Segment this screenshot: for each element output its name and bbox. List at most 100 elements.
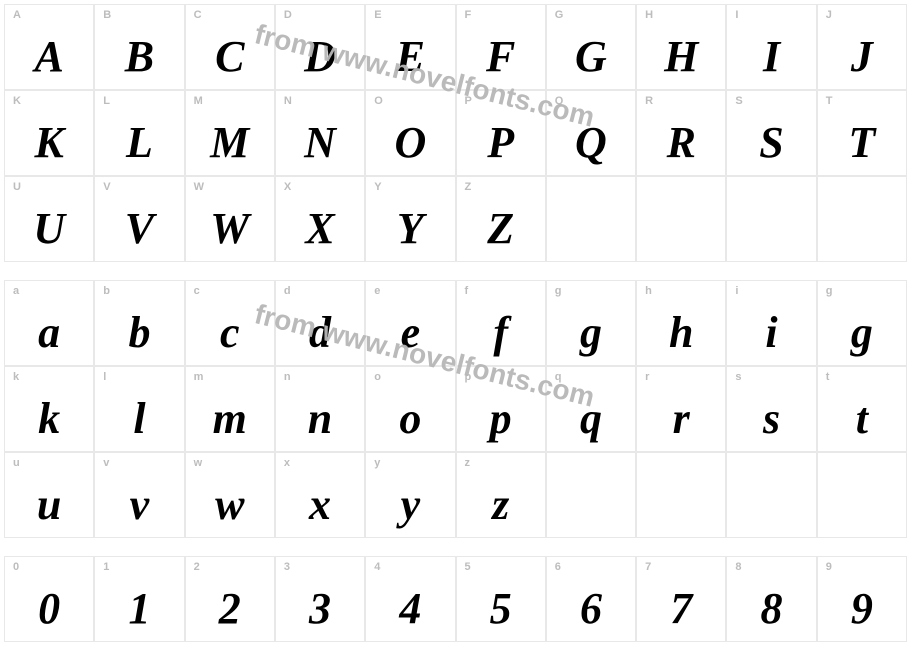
cell-glyph: p	[457, 397, 545, 441]
cell-glyph: E	[366, 35, 454, 79]
cell-label: 9	[826, 561, 832, 573]
cell-glyph: Y	[366, 207, 454, 251]
cell-label: l	[103, 371, 106, 383]
cell-glyph: Q	[547, 121, 635, 165]
glyph-cell	[546, 452, 636, 538]
cell-glyph: 8	[727, 587, 815, 631]
cell-glyph: N	[276, 121, 364, 165]
cell-glyph: x	[276, 483, 364, 527]
cell-glyph: A	[5, 35, 93, 79]
cell-label: i	[735, 285, 738, 297]
glyph-cell: yy	[365, 452, 455, 538]
glyph-cell: CC	[185, 4, 275, 90]
cell-label: E	[374, 9, 381, 21]
cell-glyph: g	[818, 311, 906, 355]
cell-glyph: 1	[95, 587, 183, 631]
glyph-cell	[546, 176, 636, 262]
glyph-cell: OO	[365, 90, 455, 176]
cell-label: Z	[465, 181, 472, 193]
glyph-cell: xx	[275, 452, 365, 538]
cell-glyph: 9	[818, 587, 906, 631]
glyph-cell: oo	[365, 366, 455, 452]
glyph-cell: dd	[275, 280, 365, 366]
glyph-cell: YY	[365, 176, 455, 262]
glyph-cell: aa	[4, 280, 94, 366]
cell-label: 7	[645, 561, 651, 573]
glyph-cell: GG	[546, 4, 636, 90]
glyph-cell: vv	[94, 452, 184, 538]
glyph-cell: LL	[94, 90, 184, 176]
cell-label: T	[826, 95, 833, 107]
glyph-cell: XX	[275, 176, 365, 262]
glyph-cell: ii	[726, 280, 816, 366]
glyph-cell: nn	[275, 366, 365, 452]
cell-glyph: O	[366, 121, 454, 165]
cell-label: x	[284, 457, 290, 469]
glyph-cell: SS	[726, 90, 816, 176]
cell-label: f	[465, 285, 469, 297]
cell-glyph: S	[727, 121, 815, 165]
glyph-cell: mm	[185, 366, 275, 452]
glyph-cell: ss	[726, 366, 816, 452]
glyph-cell: gg	[817, 280, 907, 366]
cell-label: 6	[555, 561, 561, 573]
cell-glyph: m	[186, 397, 274, 441]
glyph-cell: TT	[817, 90, 907, 176]
glyph-cell: pp	[456, 366, 546, 452]
glyph-cell	[726, 452, 816, 538]
glyph-cell: BB	[94, 4, 184, 90]
cell-label: O	[374, 95, 383, 107]
font-chart-container: AABBCCDDEEFFGGHHIIJJKKLLMMNNOOPPQQRRSSTT…	[0, 0, 911, 664]
cell-label: C	[194, 9, 202, 21]
glyph-cell: 22	[185, 556, 275, 642]
cell-label: w	[194, 457, 203, 469]
cell-glyph: 6	[547, 587, 635, 631]
cell-label: 1	[103, 561, 109, 573]
cell-glyph: d	[276, 311, 364, 355]
cell-glyph: e	[366, 311, 454, 355]
cell-label: X	[284, 181, 291, 193]
cell-glyph: t	[818, 397, 906, 441]
cell-label: Y	[374, 181, 381, 193]
cell-label: 4	[374, 561, 380, 573]
cell-label: s	[735, 371, 741, 383]
glyph-cell: ZZ	[456, 176, 546, 262]
cell-glyph: y	[366, 483, 454, 527]
glyph-cell: ee	[365, 280, 455, 366]
glyph-cell: cc	[185, 280, 275, 366]
glyph-cell: WW	[185, 176, 275, 262]
glyph-cell: HH	[636, 4, 726, 90]
cell-glyph: 3	[276, 587, 364, 631]
glyph-cell: 44	[365, 556, 455, 642]
cell-glyph: s	[727, 397, 815, 441]
cell-label: J	[826, 9, 832, 21]
cell-label: u	[13, 457, 20, 469]
glyph-cell: ww	[185, 452, 275, 538]
glyph-cell: ll	[94, 366, 184, 452]
glyph-cell	[817, 176, 907, 262]
cell-label: r	[645, 371, 649, 383]
cell-label: 0	[13, 561, 19, 573]
cell-label: N	[284, 95, 292, 107]
glyph-cell	[636, 176, 726, 262]
cell-label: e	[374, 285, 380, 297]
glyph-cell: II	[726, 4, 816, 90]
cell-label: R	[645, 95, 653, 107]
cell-label: S	[735, 95, 742, 107]
cell-label: H	[645, 9, 653, 21]
cell-glyph: Z	[457, 207, 545, 251]
cell-label: M	[194, 95, 203, 107]
cell-glyph: T	[818, 121, 906, 165]
glyph-cell: RR	[636, 90, 726, 176]
cell-label: 3	[284, 561, 290, 573]
cell-glyph: h	[637, 311, 725, 355]
glyph-cell: 99	[817, 556, 907, 642]
cell-glyph: D	[276, 35, 364, 79]
cell-label: K	[13, 95, 21, 107]
cell-label: b	[103, 285, 110, 297]
cell-label: 5	[465, 561, 471, 573]
cell-glyph: n	[276, 397, 364, 441]
cell-label: G	[555, 9, 564, 21]
cell-label: p	[465, 371, 472, 383]
uppercase-grid: AABBCCDDEEFFGGHHIIJJKKLLMMNNOOPPQQRRSSTT…	[4, 4, 907, 262]
